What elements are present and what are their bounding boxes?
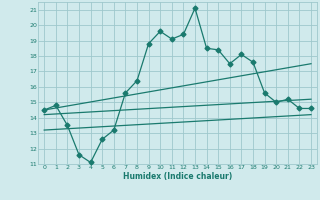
X-axis label: Humidex (Indice chaleur): Humidex (Indice chaleur)	[123, 172, 232, 181]
